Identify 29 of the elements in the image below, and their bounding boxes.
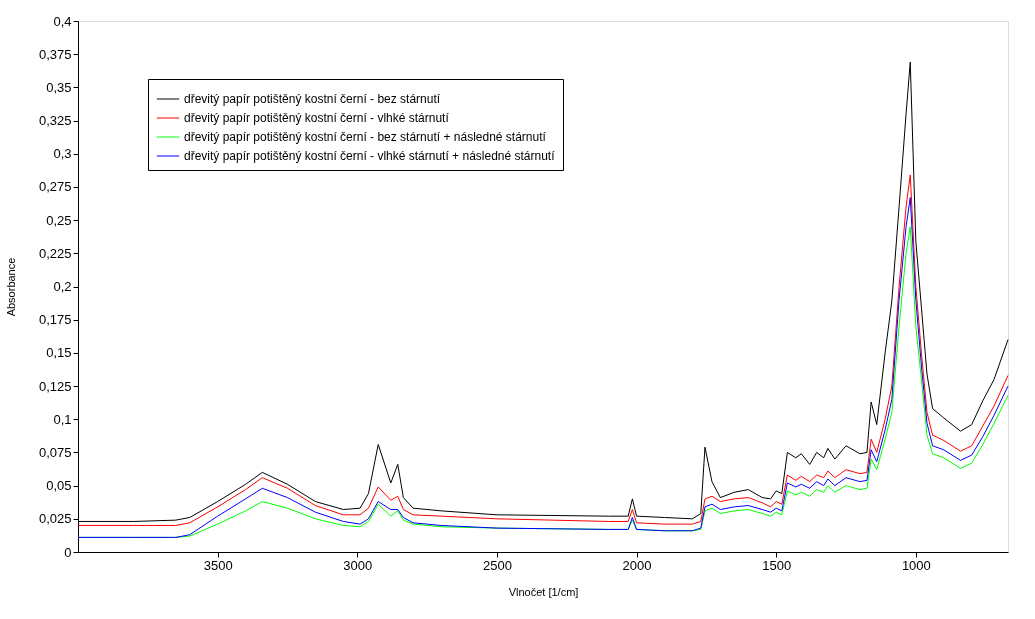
y-tick-label: 0,275	[38, 179, 72, 195]
y-tick-label: 0,35	[46, 79, 72, 95]
y-tick-label: 0	[64, 544, 72, 560]
y-tick-label: 0,05	[46, 478, 72, 494]
legend-label: dřevitý papír potištěný kostní černí - vlhké stárnutí	[184, 111, 450, 125]
legend-label: dřevitý papír potištěný kostní černí - bez stárnutí + následné stárnutí	[184, 130, 547, 144]
x-tick-label: 3000	[343, 557, 373, 573]
x-tick-label: 2000	[622, 557, 652, 573]
y-tick-label: 0,075	[38, 444, 72, 460]
y-tick-label: 0,225	[38, 245, 72, 261]
legend-label: dřevitý papír potištěný kostní černí - vlhké stárnutí + následné stárnutí	[184, 149, 556, 163]
y-tick-label: 0,2	[53, 279, 72, 294]
x-tick-label: 3500	[203, 557, 233, 573]
y-tick-label: 0,025	[38, 511, 72, 527]
x-axis-title: Vlnočet [1/cm]	[508, 585, 579, 598]
y-axis-title: Absorbance	[4, 257, 17, 317]
x-tick-label: 1000	[901, 557, 931, 573]
y-tick-label: 0,375	[38, 46, 72, 62]
y-tick-label: 0,25	[46, 212, 72, 228]
y-tick-label: 0,125	[38, 378, 72, 394]
y-tick-label: 0,15	[46, 345, 72, 361]
y-tick-label: 0,3	[53, 146, 72, 162]
y-tick-label: 0,4	[53, 13, 72, 29]
x-tick-label: 2500	[482, 557, 512, 573]
legend-label: dřevitý papír potištěný kostní černí - bez stárnutí	[184, 92, 441, 106]
y-tick-label: 0,325	[38, 113, 72, 129]
y-tick-label: 0,1	[53, 411, 72, 427]
x-tick-label: 1500	[762, 557, 792, 573]
y-tick-label: 0,175	[38, 312, 72, 328]
